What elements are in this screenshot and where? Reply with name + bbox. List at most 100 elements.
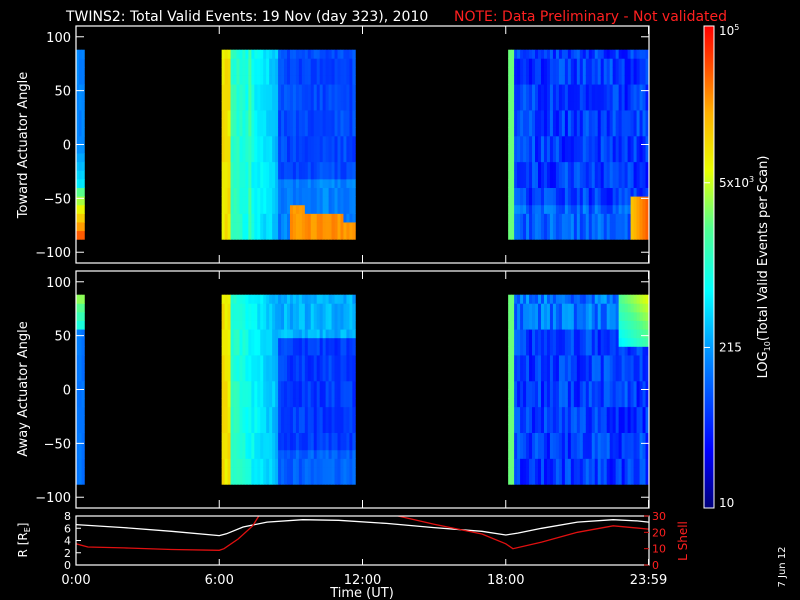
heatmap-cell [337, 66, 341, 76]
heatmap-cell [618, 415, 623, 425]
heatmap-cell [248, 178, 252, 188]
heatmap-cell [275, 441, 279, 451]
heatmap-cell [582, 441, 587, 451]
heatmap-cell [284, 432, 288, 442]
heatmap-cell [520, 110, 524, 120]
heatmap-cell [310, 423, 315, 433]
heatmap-cell [242, 127, 246, 137]
heatmap-cell [564, 432, 569, 442]
heatmap-cell [532, 458, 536, 468]
heatmap-cell [287, 320, 291, 330]
heatmap-cell [523, 204, 527, 214]
heatmap-cell [322, 329, 327, 339]
heatmap-cell [322, 294, 327, 304]
heatmap-cell [343, 311, 347, 321]
heatmap-cell [523, 320, 527, 330]
heatmap-cell [621, 441, 626, 451]
heatmap-cell [78, 66, 82, 76]
heatmap-cell [230, 161, 234, 171]
heatmap-cell [549, 363, 554, 373]
heatmap-cell [334, 178, 338, 188]
heatmap-cell [346, 346, 350, 356]
heatmap-cell [564, 467, 569, 477]
heatmap-cell [582, 127, 587, 137]
heatmap-cell [242, 230, 246, 240]
heatmap-cell [319, 380, 324, 390]
heatmap-cell [552, 75, 557, 85]
heatmap-cell [278, 153, 282, 163]
heatmap-cell [254, 294, 258, 304]
heatmap-cell [325, 475, 329, 485]
heatmap-cell [520, 423, 524, 433]
heatmap-cell [552, 204, 557, 214]
heatmap-cell [251, 303, 255, 313]
heatmap-cell [517, 372, 521, 382]
heatmap-cell [233, 144, 237, 154]
heatmap-cell [349, 170, 353, 180]
heatmap-cell [517, 187, 521, 197]
heatmap-cell [278, 346, 282, 356]
heatmap-cell [633, 144, 637, 154]
heatmap-cell [570, 441, 575, 451]
heatmap-cell [540, 423, 545, 433]
heatmap-cell [292, 118, 297, 128]
heatmap-cell [588, 196, 593, 206]
heatmap-cell [520, 204, 524, 214]
heatmap-cell [331, 432, 335, 442]
heatmap-cell [564, 222, 569, 232]
heatmap-cell [287, 432, 291, 442]
heatmap-cell [633, 127, 637, 137]
heatmap-cell [304, 303, 309, 313]
heatmap-cell [567, 449, 572, 459]
heatmap-cell [624, 170, 629, 180]
heatmap-cell [322, 118, 327, 128]
heatmap-cell [236, 389, 240, 399]
heatmap-cell [263, 161, 267, 171]
heatmap-cell [517, 449, 521, 459]
heatmap-cell [540, 294, 545, 304]
heatmap-cell [558, 230, 563, 240]
heatmap-cell [511, 144, 515, 154]
heatmap-cell [621, 204, 626, 214]
heatmap-cell [221, 337, 226, 347]
heatmap-cell [292, 363, 297, 373]
heatmap-cell [227, 329, 231, 339]
heatmap-cell [636, 363, 640, 373]
heatmap-cell [272, 329, 276, 339]
heatmap-cell [636, 449, 640, 459]
heatmap-cell [609, 441, 614, 451]
heatmap-cell [630, 320, 634, 330]
heatmap-cell [579, 58, 584, 68]
heatmap-cell [573, 415, 578, 425]
heatmap-cell [245, 329, 249, 339]
heatmap-cell [603, 144, 608, 154]
heatmap-cell [221, 475, 226, 485]
heatmap-cell [523, 153, 527, 163]
heatmap-cell [254, 178, 258, 188]
heatmap-cell [251, 432, 255, 442]
heatmap-cell [579, 92, 584, 102]
heatmap-cell [543, 320, 548, 330]
heatmap-cell [517, 380, 521, 390]
heatmap-cell [245, 213, 249, 223]
heatmap-cell [221, 118, 226, 128]
heatmap-cell [529, 58, 533, 68]
heatmap-cell [576, 170, 581, 180]
heatmap-cell [292, 196, 297, 206]
heatmap-cell [540, 311, 545, 321]
heatmap-cell [284, 320, 288, 330]
heatmap-cell [627, 58, 631, 68]
heatmap-cell [319, 294, 324, 304]
heatmap-cell [352, 398, 356, 408]
heatmap-cell [227, 75, 231, 85]
heatmap-cell [81, 329, 85, 339]
heatmap-cell [278, 110, 282, 120]
heatmap-cell [307, 170, 312, 180]
heatmap-cell [582, 196, 587, 206]
heatmap-cell [292, 170, 297, 180]
heatmap-cell [606, 475, 611, 485]
heatmap-cell [81, 101, 85, 111]
heatmap-cell [627, 294, 631, 304]
heatmap-cell [272, 101, 276, 111]
heatmap-cell [298, 432, 303, 442]
